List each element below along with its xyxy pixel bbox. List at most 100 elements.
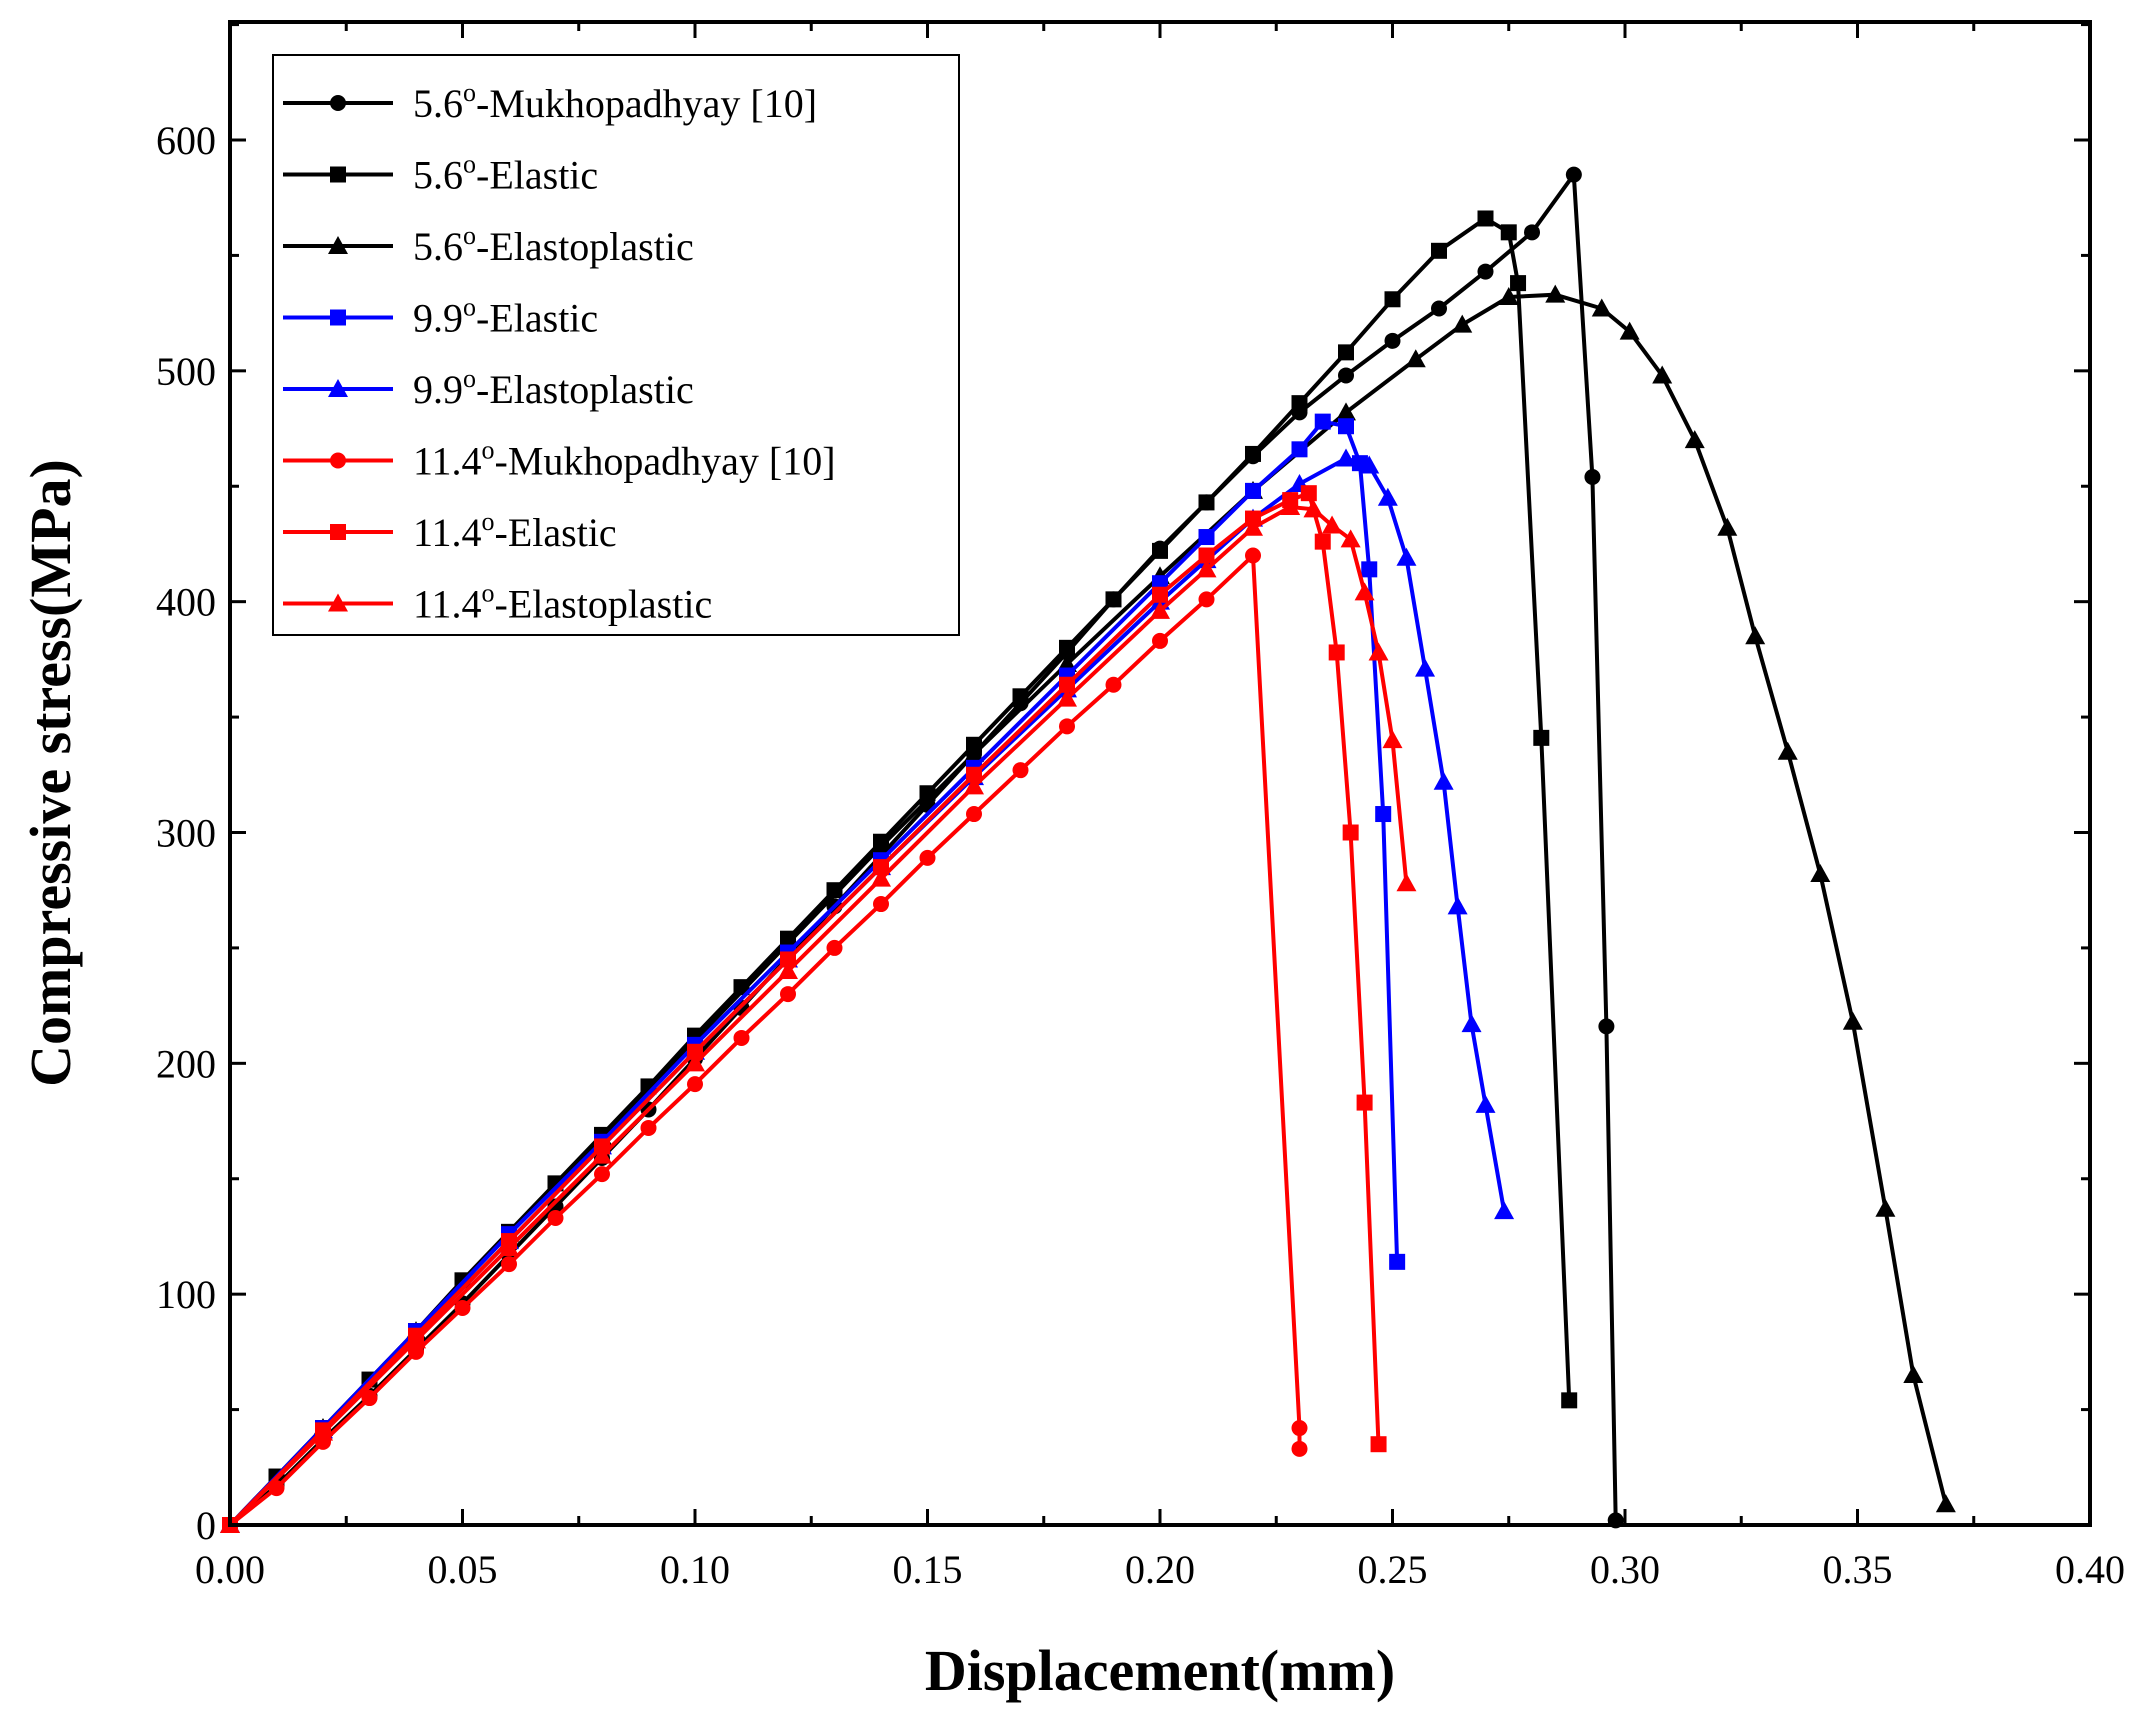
data-point	[685, 1053, 705, 1072]
data-point	[1377, 487, 1398, 506]
data-point	[1314, 533, 1331, 550]
data-point	[1652, 365, 1673, 384]
data-point	[1198, 529, 1215, 546]
data-point	[871, 868, 891, 887]
data-point	[1338, 418, 1354, 435]
data-point	[1354, 582, 1375, 601]
x-tick-label: 0.00	[195, 1547, 265, 1592]
data-point	[1152, 586, 1168, 603]
data-point	[1368, 642, 1389, 661]
data-point	[1057, 688, 1077, 707]
y-tick-label: 500	[156, 349, 216, 394]
legend-marker	[330, 309, 346, 326]
data-point	[919, 849, 936, 866]
data-point	[1291, 1420, 1308, 1437]
data-point	[1012, 762, 1029, 779]
legend-marker	[328, 593, 348, 612]
data-point	[966, 766, 982, 783]
data-point	[1198, 494, 1215, 511]
data-point	[778, 961, 798, 979]
data-point	[361, 1390, 378, 1407]
x-tick-label: 0.05	[428, 1547, 498, 1592]
data-point	[1745, 626, 1766, 645]
data-point	[1810, 864, 1831, 883]
data-point	[1875, 1198, 1896, 1217]
data-point	[1389, 1253, 1406, 1270]
data-point	[687, 1076, 703, 1093]
data-point	[1431, 242, 1447, 259]
data-point	[873, 896, 889, 913]
data-point	[826, 939, 843, 956]
data-point	[1477, 263, 1494, 280]
data-point	[1059, 718, 1075, 735]
data-point	[1684, 430, 1705, 449]
data-point	[640, 1119, 657, 1136]
data-point	[1356, 1094, 1373, 1111]
data-point	[1545, 284, 1566, 303]
data-point	[1105, 676, 1122, 693]
data-point	[1452, 314, 1473, 333]
series-layer	[220, 166, 1956, 1533]
data-point	[1717, 517, 1738, 536]
data-point	[1340, 529, 1361, 548]
data-point	[313, 1422, 333, 1441]
data-point	[1498, 286, 1519, 305]
data-point	[1291, 1440, 1308, 1457]
data-point	[1396, 547, 1417, 566]
data-point	[1533, 729, 1550, 746]
legend-marker	[330, 524, 346, 540]
data-point	[1105, 591, 1122, 608]
legend-item: 11.4o-Elastoplastic	[283, 579, 712, 627]
data-point	[733, 1029, 750, 1046]
data-point	[1322, 515, 1343, 534]
data-point	[1152, 632, 1168, 649]
y-tick-label: 600	[156, 118, 216, 163]
legend-item: 5.6o-Elastic	[283, 150, 598, 198]
data-point	[1433, 771, 1454, 790]
data-point	[1361, 561, 1378, 578]
data-point	[594, 1166, 610, 1183]
data-point	[1150, 600, 1170, 619]
legend-item: 9.9o-Elastoplastic	[283, 364, 694, 412]
data-point	[780, 951, 796, 968]
data-point	[1336, 448, 1356, 467]
data-point	[871, 836, 891, 855]
data-point	[1500, 224, 1517, 241]
data-point	[964, 744, 984, 763]
data-point	[1842, 1011, 1863, 1030]
data-point	[964, 776, 984, 795]
legend-marker	[328, 236, 348, 254]
data-point	[454, 1300, 471, 1317]
data-point	[1382, 730, 1403, 749]
legend-marker	[330, 452, 346, 469]
data-point	[1342, 824, 1359, 841]
legend-item: 9.9o-Elastic	[283, 293, 598, 341]
data-point	[1328, 644, 1345, 661]
data-point	[501, 1256, 517, 1273]
data-point	[1777, 741, 1798, 760]
data-point	[1903, 1364, 1924, 1383]
data-point	[547, 1209, 564, 1226]
data-point	[1245, 445, 1261, 462]
data-point	[1245, 482, 1261, 499]
data-point	[1196, 559, 1217, 578]
data-point	[1935, 1494, 1956, 1513]
data-point	[733, 979, 750, 996]
legend-label: 11.4o-Elastoplastic	[413, 579, 712, 627]
x-tick-label: 0.35	[1823, 1547, 1893, 1592]
data-point	[1561, 1392, 1578, 1409]
legend-marker	[328, 379, 348, 397]
legend-label: 9.9o-Elastic	[413, 293, 598, 341]
x-tick-label: 0.30	[1590, 1547, 1660, 1592]
data-point	[1384, 291, 1401, 308]
data-point	[1598, 1018, 1615, 1035]
data-point	[1012, 688, 1029, 705]
legend-label: 9.9o-Elastoplastic	[413, 364, 694, 412]
data-point	[1280, 497, 1301, 516]
legend-box	[272, 54, 960, 636]
y-axis-title: Compressive stress(MPa)	[18, 459, 83, 1087]
data-point	[1314, 413, 1331, 430]
data-point	[1510, 275, 1527, 292]
data-point	[1300, 485, 1317, 502]
